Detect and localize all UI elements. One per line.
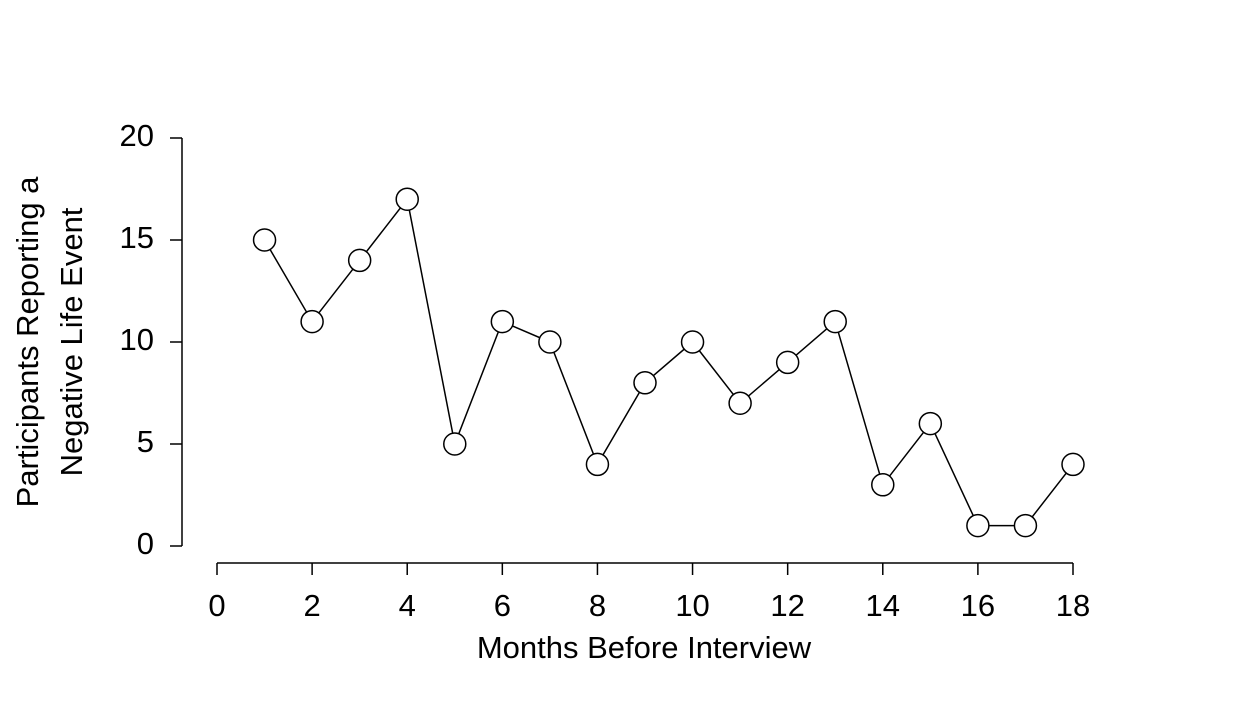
- y-axis-label: Negative Life Event: [54, 207, 89, 476]
- data-point: [395, 187, 419, 211]
- data-point: [585, 452, 610, 477]
- data-point: [252, 228, 277, 252]
- x-tick-label: 18: [1056, 588, 1090, 623]
- y-tick-label: 10: [120, 322, 154, 357]
- x-tick-label: 2: [303, 588, 320, 623]
- y-tick-label: 5: [137, 424, 154, 459]
- data-point: [775, 350, 800, 375]
- x-tick-label: 16: [961, 588, 995, 623]
- x-tick-label: 14: [866, 588, 900, 623]
- data-point: [347, 248, 372, 273]
- data-point: [633, 371, 657, 395]
- data-point: [300, 309, 324, 334]
- data-point: [538, 330, 562, 354]
- x-tick-label: 0: [208, 588, 225, 623]
- data-point: [680, 330, 705, 354]
- data-point: [490, 309, 515, 334]
- y-tick-label: 20: [120, 118, 154, 153]
- data-point: [443, 432, 467, 456]
- data-point: [728, 391, 752, 415]
- x-tick-label: 10: [675, 588, 709, 623]
- data-line: [263, 197, 1074, 527]
- x-tick-label: 4: [399, 588, 416, 623]
- x-tick-label: 8: [589, 588, 606, 623]
- data-point: [871, 473, 895, 497]
- y-tick-label: 15: [120, 220, 154, 255]
- data-point: [918, 411, 943, 436]
- data-point: [1061, 452, 1085, 477]
- x-tick-label: 12: [770, 588, 804, 623]
- data-point: [966, 513, 990, 538]
- data-point: [1013, 513, 1038, 538]
- x-axis-label: Months Before Interview: [477, 630, 812, 665]
- y-tick-label: 0: [137, 526, 154, 561]
- y-axis-label: Participants Reporting a: [10, 176, 45, 508]
- data-point: [823, 309, 847, 334]
- x-tick-label: 6: [494, 588, 511, 623]
